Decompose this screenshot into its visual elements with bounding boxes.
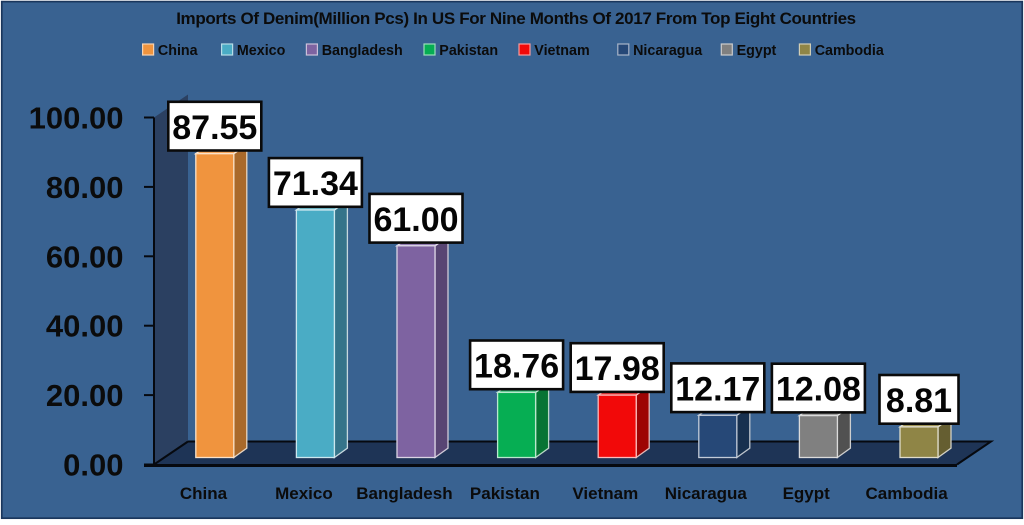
svg-text:Mexico: Mexico [275, 484, 333, 503]
svg-text:18.76: 18.76 [474, 348, 559, 386]
svg-text:Vietnam: Vietnam [572, 484, 638, 503]
svg-text:60.00: 60.00 [46, 239, 124, 274]
svg-text:Bangladesh: Bangladesh [322, 43, 403, 59]
svg-text:40.00: 40.00 [46, 309, 124, 344]
svg-text:Bangladesh: Bangladesh [356, 484, 452, 503]
svg-text:0.00: 0.00 [63, 448, 123, 483]
svg-text:Cambodia: Cambodia [815, 43, 885, 59]
svg-text:Nicaragua: Nicaragua [665, 484, 748, 503]
svg-text:Imports Of Denim(Million Pcs): Imports Of Denim(Million Pcs) In US For … [176, 9, 856, 28]
svg-text:61.00: 61.00 [373, 201, 458, 239]
svg-text:12.17: 12.17 [675, 370, 760, 408]
svg-text:87.55: 87.55 [172, 109, 257, 147]
svg-text:20.00: 20.00 [46, 378, 124, 413]
svg-text:Mexico: Mexico [237, 43, 286, 59]
svg-text:8.81: 8.81 [886, 382, 952, 420]
svg-text:China: China [158, 43, 199, 59]
svg-text:100.00: 100.00 [29, 101, 124, 136]
svg-text:Nicaragua: Nicaragua [633, 43, 703, 59]
svg-text:17.98: 17.98 [575, 350, 660, 388]
svg-text:Egypt: Egypt [783, 484, 831, 503]
svg-text:Egypt: Egypt [737, 43, 777, 59]
svg-text:Pakistan: Pakistan [470, 484, 540, 503]
svg-text:71.34: 71.34 [273, 165, 358, 203]
svg-text:China: China [180, 484, 228, 503]
svg-text:Vietnam: Vietnam [534, 43, 589, 59]
svg-text:80.00: 80.00 [46, 170, 124, 205]
svg-text:Pakistan: Pakistan [439, 43, 498, 59]
svg-text:Cambodia: Cambodia [866, 484, 949, 503]
svg-text:12.08: 12.08 [776, 371, 861, 409]
